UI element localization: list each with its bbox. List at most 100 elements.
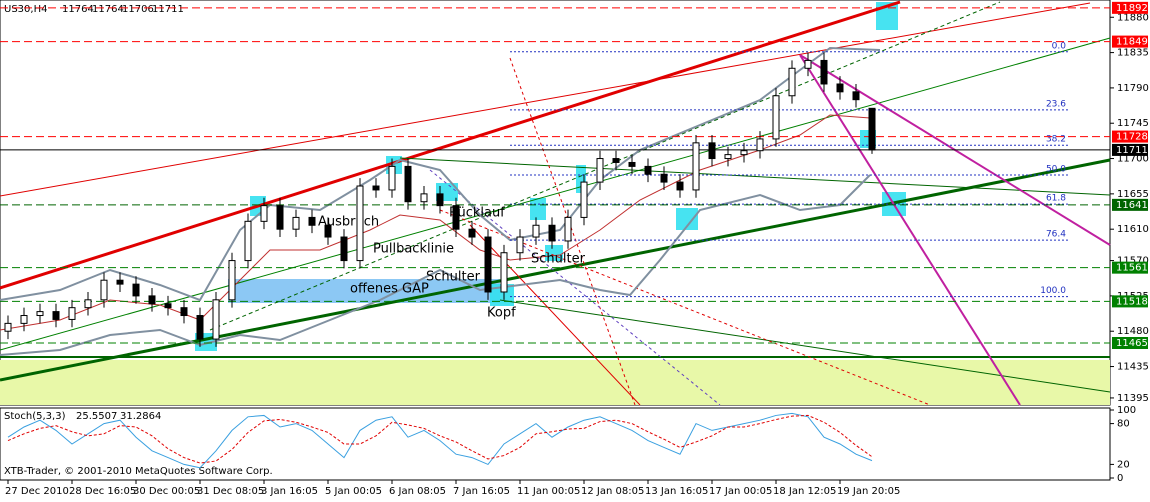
last-high: 11764	[92, 4, 124, 15]
candle-body	[628, 161, 636, 167]
candle-body	[436, 193, 444, 207]
candle-body	[228, 260, 236, 301]
candle-body	[244, 220, 252, 262]
level-label: 11892	[1116, 3, 1148, 14]
symbol: US30,H4	[4, 4, 47, 15]
layout: Ausbruch Pullbacklinie Rücklauf Schulter…	[0, 0, 1111, 481]
candle-body	[36, 311, 44, 317]
x-tick-label: 27 Dec 2010	[5, 486, 69, 497]
indicator-tick-label: 100	[1117, 405, 1136, 416]
level-label: 11641	[1116, 200, 1148, 211]
y-tick-label: 11395	[1117, 393, 1149, 404]
level-box	[1112, 143, 1148, 156]
level-label: 11711	[1116, 145, 1148, 156]
x-tick-label: 12 Jan 08:05	[581, 486, 644, 497]
last-close: 11711	[152, 4, 184, 15]
candle-body	[100, 279, 108, 301]
indicator-pane	[0, 407, 1111, 481]
level-label: 11728	[1116, 132, 1148, 143]
fib-label: 50.0	[1046, 165, 1066, 175]
candle-body	[292, 216, 300, 230]
candle-body	[132, 283, 140, 297]
level-label: 11561	[1116, 263, 1148, 274]
candle-body	[388, 165, 396, 191]
candle-body	[692, 142, 700, 191]
copyright: XTB-Trader, © 2001-2010 MetaQuotes Softw…	[4, 466, 273, 477]
candle-body	[260, 205, 268, 222]
candle-body	[660, 173, 668, 183]
candle-body	[644, 165, 652, 175]
candle-body	[756, 138, 764, 152]
candle-body	[276, 205, 284, 230]
candle-body	[596, 158, 604, 183]
candle-body	[612, 158, 620, 163]
level-label: 11465	[1116, 338, 1148, 349]
level-box	[1112, 198, 1148, 211]
x-tick-label: 19 Jan 20:05	[837, 486, 900, 497]
y-tick-label: 11610	[1117, 224, 1149, 235]
fib-label: 100.0	[1040, 286, 1066, 296]
fib-label: 61.8	[1046, 194, 1066, 204]
x-tick-label: 18 Jan 12:05	[773, 486, 836, 497]
y-tick-label: 11835	[1117, 48, 1149, 59]
annotation: Rücklauf	[449, 206, 505, 221]
y-tick-label: 11790	[1117, 83, 1149, 94]
candle-body	[20, 315, 28, 324]
x-tick-label: 28 Dec 16:05	[69, 486, 136, 497]
candle-body	[52, 311, 60, 320]
candle-body	[148, 295, 156, 305]
indicator-main: 25.5507	[76, 411, 117, 422]
level-box	[1112, 295, 1148, 308]
y-tick-label: 11570	[1117, 256, 1149, 267]
x-tick-label: 3 Jan 16:05	[261, 486, 318, 497]
level-box	[1112, 130, 1148, 143]
fib-label: 76.4	[1046, 230, 1066, 240]
indicator-tick-label: 0	[1117, 473, 1123, 484]
candle-body	[676, 181, 684, 191]
level-box	[1112, 35, 1148, 48]
y-tick-label: 11480	[1117, 326, 1149, 337]
annotation: Pullbacklinie	[373, 242, 454, 257]
candle-body	[740, 150, 748, 156]
candle-body	[804, 59, 812, 69]
x-tick-label: 11 Jan 00:05	[517, 486, 580, 497]
bollinger-bands	[0, 46, 881, 356]
candle-body	[212, 299, 220, 340]
candle-body	[196, 315, 204, 340]
candle-body	[404, 165, 412, 203]
candle-body	[772, 95, 780, 140]
candle-body	[308, 216, 316, 226]
main-pane	[0, 0, 1111, 406]
candle-body	[724, 154, 732, 160]
level-label: 11849	[1116, 37, 1148, 48]
candle-body	[4, 322, 12, 332]
candle-body	[116, 279, 124, 285]
annotation: Ausbruch	[318, 215, 379, 230]
candle-body	[836, 83, 844, 93]
annotation: offenes GAP	[350, 282, 429, 297]
candle-body	[788, 67, 796, 97]
y-tick-label: 11745	[1117, 118, 1149, 129]
y-tick-label: 11655	[1117, 189, 1149, 200]
candle-body	[372, 185, 380, 191]
fib-label: 38.2	[1046, 135, 1066, 145]
annotations: Ausbruch Pullbacklinie Rücklauf Schulter…	[318, 206, 586, 321]
candle-body	[340, 236, 348, 262]
candle-body	[820, 59, 828, 85]
candle-body	[84, 299, 92, 309]
level-box	[1112, 261, 1148, 274]
indicator-line	[7, 414, 873, 464]
x-tick-label: 17 Jan 00:05	[709, 486, 772, 497]
candle-body	[708, 142, 716, 160]
x-tick-label: 31 Dec 08:05	[197, 486, 264, 497]
annotation: Kopf	[487, 306, 516, 321]
annotation: Schulter	[426, 270, 481, 285]
y-tick-label: 11880	[1117, 12, 1149, 23]
x-tick-label: 5 Jan 00:05	[325, 486, 382, 497]
indicator-signal: 31.2864	[120, 411, 161, 422]
fib-label: 0.0	[1052, 41, 1067, 51]
y-tick-label: 11435	[1117, 362, 1149, 373]
y-tick-label: 11700	[1117, 154, 1149, 165]
indicator-tick-label: 20	[1117, 459, 1130, 470]
